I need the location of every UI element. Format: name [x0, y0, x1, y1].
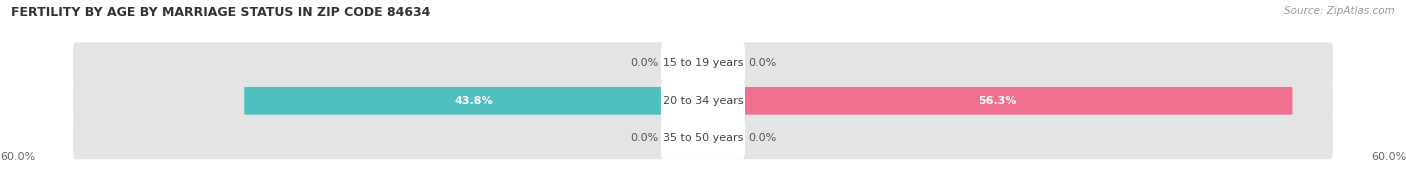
- Text: 35 to 50 years: 35 to 50 years: [662, 133, 744, 143]
- Text: 0.0%: 0.0%: [630, 58, 658, 68]
- Text: 0.0%: 0.0%: [748, 133, 776, 143]
- FancyBboxPatch shape: [703, 52, 740, 75]
- Text: Source: ZipAtlas.com: Source: ZipAtlas.com: [1284, 6, 1395, 16]
- FancyBboxPatch shape: [73, 42, 1333, 84]
- FancyBboxPatch shape: [245, 87, 703, 115]
- Text: 15 to 19 years: 15 to 19 years: [662, 58, 744, 68]
- Text: 0.0%: 0.0%: [748, 58, 776, 68]
- FancyBboxPatch shape: [666, 127, 703, 150]
- Text: 43.8%: 43.8%: [454, 96, 494, 106]
- Text: 0.0%: 0.0%: [630, 133, 658, 143]
- FancyBboxPatch shape: [73, 80, 1333, 122]
- Text: 56.3%: 56.3%: [979, 96, 1017, 106]
- Text: 60.0%: 60.0%: [1371, 152, 1406, 162]
- FancyBboxPatch shape: [73, 117, 1333, 159]
- FancyBboxPatch shape: [661, 79, 745, 122]
- FancyBboxPatch shape: [703, 87, 1292, 115]
- FancyBboxPatch shape: [703, 127, 740, 150]
- Text: FERTILITY BY AGE BY MARRIAGE STATUS IN ZIP CODE 84634: FERTILITY BY AGE BY MARRIAGE STATUS IN Z…: [11, 6, 430, 19]
- Text: 60.0%: 60.0%: [0, 152, 35, 162]
- FancyBboxPatch shape: [661, 117, 745, 160]
- FancyBboxPatch shape: [661, 42, 745, 85]
- FancyBboxPatch shape: [666, 52, 703, 75]
- Text: 20 to 34 years: 20 to 34 years: [662, 96, 744, 106]
